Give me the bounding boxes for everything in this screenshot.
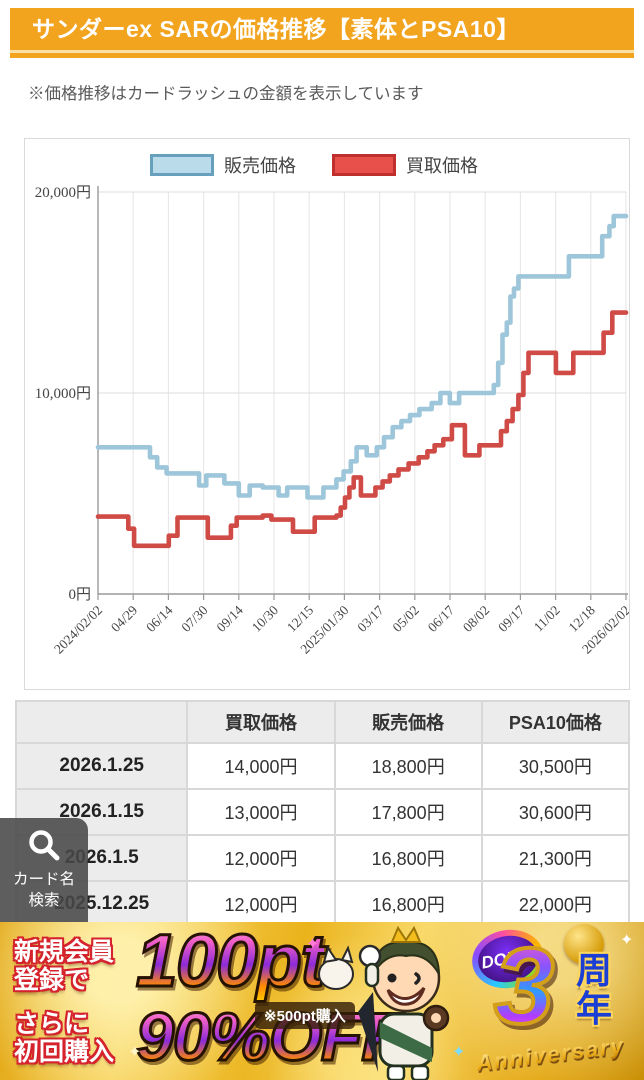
table-row: 2025.12.25 12,000円 16,800円 22,000円	[17, 882, 628, 926]
legend-swatch-buy	[332, 154, 396, 176]
svg-text:12/18: 12/18	[566, 602, 599, 635]
svg-text:11/02: 11/02	[531, 603, 563, 635]
svg-text:06/17: 06/17	[425, 602, 458, 635]
card-search-button[interactable]: カード名 検索	[0, 818, 88, 922]
row-buy-price: 12,000円	[188, 882, 334, 926]
svg-text:10,000円: 10,000円	[35, 386, 91, 402]
search-button-label: カード名 検索	[12, 871, 75, 909]
banner-500pt-note: ※500pt購入	[255, 1002, 355, 1029]
sparkle-icon: ✦	[620, 932, 634, 949]
row-psa10-price: 30,600円	[482, 790, 628, 834]
row-date: 2026.1.25	[17, 744, 187, 788]
coin-decoration	[564, 924, 604, 964]
svg-text:2024/02/02: 2024/02/02	[51, 603, 105, 657]
table-header-row: 買取価格 販売価格 PSA10価格	[17, 702, 628, 742]
sparkle-icon: ✦	[452, 1044, 466, 1061]
svg-text:09/14: 09/14	[214, 602, 247, 635]
sparkle-icon: ✦	[306, 936, 320, 953]
mascot-illustration	[318, 925, 450, 1080]
price-chart-panel: 販売価格 買取価格 2024/02/02 04/29 06/14 07/30 09/14…	[24, 138, 630, 690]
header-buy-price: 買取価格	[188, 702, 334, 742]
legend-label-buy: 買取価格	[406, 156, 478, 176]
svg-text:06/14: 06/14	[143, 602, 176, 635]
row-sell-price: 16,800円	[335, 882, 481, 926]
banner-100pt-text: 100pt	[134, 922, 326, 1004]
row-psa10-price: 22,000円	[482, 882, 628, 926]
search-icon	[29, 830, 60, 861]
svg-text:09/17: 09/17	[495, 602, 528, 635]
sparkle-icon: ✦	[128, 1044, 142, 1061]
table-row: 2026.1.15 13,000円 17,800円 30,600円	[17, 790, 628, 834]
row-sell-price: 18,800円	[335, 744, 481, 788]
legend-swatch-sell	[150, 154, 214, 176]
legend-label-sell: 販売価格	[224, 156, 296, 176]
disclaimer-note: ※価格推移はカードラッシュの金額を表示しています	[28, 85, 424, 103]
chart-legend: 販売価格 買取価格	[25, 152, 629, 178]
row-buy-price: 12,000円	[188, 836, 334, 880]
header-date	[17, 702, 187, 742]
dopa-anniversary-logo: DOPA! 3 周年 Anniversary	[467, 924, 644, 1080]
row-sell-price: 17,800円	[335, 790, 481, 834]
header-sell-price: 販売価格	[335, 702, 481, 742]
row-buy-price: 14,000円	[188, 744, 334, 788]
svg-text:08/02: 08/02	[460, 603, 492, 635]
banner-first-purchase-label: さらに 初回購入	[14, 1010, 115, 1066]
table-row: 2026.1.25 14,000円 18,800円 30,500円	[17, 744, 628, 788]
title-underline-light	[10, 50, 634, 53]
page-title: サンダーex SARの価格推移【素体とPSA10】	[10, 8, 634, 50]
page-title-text: サンダーex SARの価格推移【素体とPSA10】	[32, 16, 520, 42]
svg-text:07/30: 07/30	[178, 602, 211, 635]
row-buy-price: 13,000円	[188, 790, 334, 834]
header-psa10-price: PSA10価格	[482, 702, 628, 742]
banner-new-member-label: 新規会員 登録で	[14, 938, 115, 994]
svg-text:12/15: 12/15	[284, 602, 317, 635]
svg-text:04/29: 04/29	[108, 602, 141, 635]
table-row: 2026.1.5 12,000円 16,800円 21,300円	[17, 836, 628, 880]
price-history-chart: 2024/02/02 04/29 06/14 07/30 09/14 10/30 12/15…	[35, 185, 629, 657]
svg-text:20,000円: 20,000円	[35, 185, 91, 201]
svg-text:10/30: 10/30	[249, 602, 282, 635]
svg-text:05/02: 05/02	[390, 603, 422, 635]
row-psa10-price: 21,300円	[482, 836, 628, 880]
anniversary-number: 3	[492, 925, 556, 1046]
row-psa10-price: 30,500円	[482, 744, 628, 788]
row-sell-price: 16,800円	[335, 836, 481, 880]
title-underline-orange	[10, 53, 634, 58]
svg-text:03/17: 03/17	[354, 602, 387, 635]
anniversary-kanji: 周年	[575, 950, 612, 1029]
svg-text:0円: 0円	[68, 587, 91, 603]
promo-banner[interactable]: 新規会員 登録で 100pt ※500pt購入 さらに 初回購入 90%OFF …	[0, 922, 644, 1080]
